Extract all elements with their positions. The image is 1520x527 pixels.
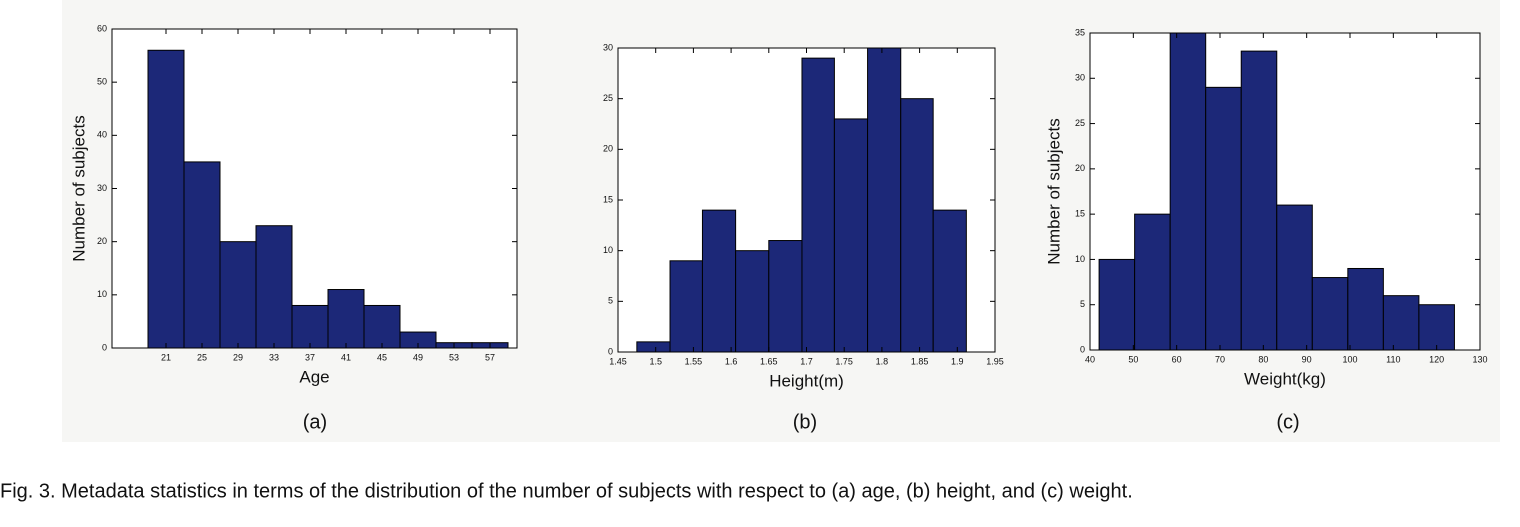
bar <box>1240 50 1278 351</box>
bar <box>1311 277 1349 351</box>
y-tick-label: 0 <box>102 342 107 352</box>
y-tick-label: 20 <box>603 144 613 154</box>
bar <box>1205 86 1242 351</box>
bar <box>1134 213 1171 351</box>
y-tick-label: 10 <box>97 289 107 299</box>
x-tick-label: 70 <box>1215 354 1225 364</box>
x-tick-label: 29 <box>233 352 243 362</box>
y-tick-label: 0 <box>1080 344 1085 354</box>
bar <box>801 57 835 353</box>
x-axis-label: Age <box>299 367 329 386</box>
x-tick-label: 80 <box>1258 354 1268 364</box>
y-tick-label: 60 <box>97 23 107 33</box>
y-tick-label: 30 <box>97 183 107 193</box>
y-tick-label: 25 <box>1075 118 1085 128</box>
x-tick-label: 37 <box>305 352 315 362</box>
bar <box>1169 32 1207 351</box>
bar <box>1098 258 1136 351</box>
x-tick-label: 1.55 <box>685 356 703 366</box>
bar <box>255 225 293 349</box>
bar <box>327 289 365 349</box>
y-tick-label: 30 <box>603 42 613 52</box>
x-tick-label: 33 <box>269 352 279 362</box>
x-tick-label: 1.45 <box>609 356 627 366</box>
x-tick-label: 100 <box>1342 354 1357 364</box>
x-tick-label: 25 <box>197 352 207 362</box>
y-tick-label: 10 <box>1075 254 1085 264</box>
subfigure-label: (b) <box>793 411 817 433</box>
y-tick-label: 20 <box>97 236 107 246</box>
y-tick-label: 5 <box>608 296 613 306</box>
x-tick-label: 120 <box>1429 354 1444 364</box>
x-axis-label: Weight(kg) <box>1244 369 1326 388</box>
x-tick-label: 57 <box>485 352 495 362</box>
x-tick-label: 41 <box>341 352 351 362</box>
x-tick-label: 1.75 <box>835 356 853 366</box>
bar <box>900 98 934 353</box>
bar <box>363 304 401 349</box>
y-tick-label: 50 <box>97 77 107 87</box>
caption: Fig. 3. Metadata statistics in terms of … <box>0 480 1133 502</box>
subfigure-label: (c) <box>1276 411 1299 433</box>
y-tick-label: 5 <box>1080 299 1085 309</box>
x-tick-label: 21 <box>161 352 171 362</box>
subfigure-label: (a) <box>303 411 327 433</box>
y-tick-label: 35 <box>1075 27 1085 37</box>
x-tick-label: 1.6 <box>725 356 738 366</box>
y-tick-label: 15 <box>1075 209 1085 219</box>
y-tick-label: 40 <box>97 130 107 140</box>
x-tick-label: 1.95 <box>986 356 1004 366</box>
bar <box>735 250 770 353</box>
y-tick-label: 20 <box>1075 163 1085 173</box>
x-tick-label: 1.8 <box>876 356 889 366</box>
x-tick-label: 1.5 <box>649 356 662 366</box>
x-tick-label: 60 <box>1172 354 1182 364</box>
bar <box>1418 304 1455 351</box>
x-tick-label: 90 <box>1302 354 1312 364</box>
x-tick-label: 110 <box>1386 354 1400 364</box>
bar <box>1347 267 1384 351</box>
bar <box>183 161 221 349</box>
x-tick-label: 45 <box>377 352 387 362</box>
y-axis-label: Number of subjects <box>69 115 88 261</box>
x-axis-label: Height(m) <box>769 371 844 390</box>
x-tick-label: 1.65 <box>760 356 778 366</box>
y-axis-label: Number of subjects <box>1044 118 1063 264</box>
bar <box>701 209 737 353</box>
bar <box>1382 295 1420 351</box>
y-tick-label: 0 <box>608 346 613 356</box>
x-tick-label: 50 <box>1128 354 1138 364</box>
x-tick-label: 1.9 <box>951 356 964 366</box>
x-tick-label: 1.85 <box>911 356 929 366</box>
bar <box>833 118 869 353</box>
bar <box>768 240 803 353</box>
x-tick-label: 40 <box>1085 354 1095 364</box>
x-tick-label: 130 <box>1472 354 1487 364</box>
bar <box>669 260 703 353</box>
bar <box>1276 204 1313 351</box>
bar <box>147 49 185 349</box>
x-tick-label: 49 <box>413 352 423 362</box>
y-tick-label: 30 <box>1075 73 1085 83</box>
y-tick-label: 10 <box>603 245 613 255</box>
bar <box>932 209 967 353</box>
y-tick-label: 15 <box>603 194 613 204</box>
x-tick-label: 53 <box>449 352 459 362</box>
bar <box>291 304 329 349</box>
y-tick-label: 25 <box>603 93 613 103</box>
bar <box>867 47 902 353</box>
bar <box>636 341 671 353</box>
bar <box>219 241 257 349</box>
x-tick-label: 1.7 <box>800 356 813 366</box>
